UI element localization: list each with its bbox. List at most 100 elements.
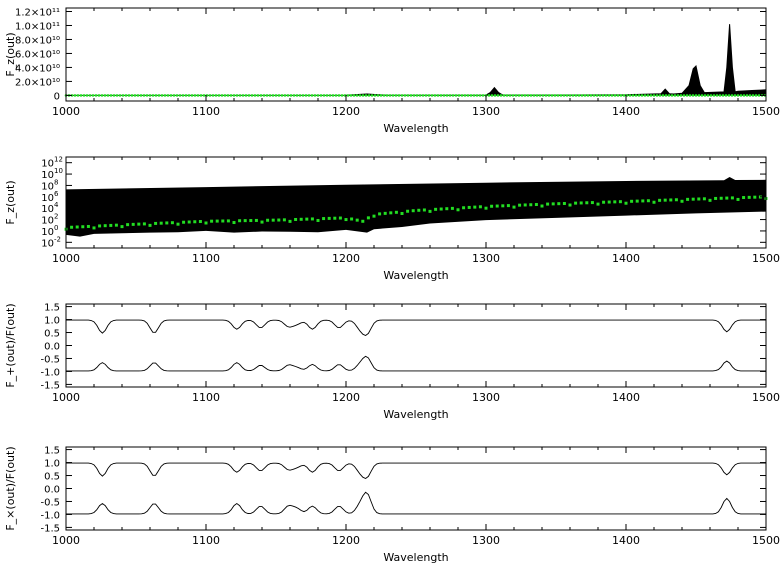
flux-point bbox=[658, 198, 662, 202]
flux-point bbox=[346, 94, 350, 97]
flux-point bbox=[630, 199, 634, 203]
flux-point bbox=[753, 195, 757, 199]
y-tick-label: 1.2×10¹¹ bbox=[15, 7, 60, 18]
x-tick-label: 1000 bbox=[52, 252, 80, 265]
flux-point bbox=[316, 94, 320, 97]
flux-point bbox=[355, 218, 359, 222]
flux-point bbox=[592, 94, 596, 97]
flux-point bbox=[562, 201, 566, 205]
flux-point bbox=[193, 220, 197, 224]
flux-point bbox=[151, 94, 155, 97]
flux-point bbox=[499, 94, 503, 97]
flux-point bbox=[646, 199, 650, 203]
x-tick-label: 1200 bbox=[332, 391, 360, 404]
flux-point bbox=[176, 222, 180, 226]
flux-point bbox=[475, 94, 479, 97]
y-tick-label: 10 bbox=[41, 181, 54, 192]
flux-point bbox=[299, 217, 303, 221]
flux-point bbox=[434, 207, 438, 211]
flux-point bbox=[243, 219, 247, 223]
flux-point bbox=[442, 94, 446, 97]
flux-point bbox=[286, 94, 290, 97]
flux-point bbox=[590, 201, 594, 205]
flux-point bbox=[607, 94, 611, 97]
flux-point bbox=[448, 94, 452, 97]
flux-point bbox=[142, 222, 146, 226]
y-tick-label: 0.0 bbox=[44, 342, 60, 353]
y-tick-label: 4.0×10¹⁰ bbox=[15, 63, 60, 74]
flux-point bbox=[288, 219, 292, 223]
x-tick-label: 1300 bbox=[472, 391, 500, 404]
flux-point bbox=[145, 94, 149, 97]
flux-point bbox=[508, 94, 512, 97]
flux-point bbox=[517, 94, 521, 97]
flux-point bbox=[685, 94, 689, 97]
flux-point bbox=[154, 94, 158, 97]
x-tick-label: 1100 bbox=[192, 391, 220, 404]
flux-point bbox=[274, 94, 278, 97]
flux-point bbox=[585, 201, 589, 205]
flux-point bbox=[628, 94, 632, 97]
flux-point bbox=[725, 196, 729, 200]
flux-point bbox=[618, 200, 622, 204]
flux-point bbox=[506, 204, 510, 208]
flux-point bbox=[496, 94, 500, 97]
flux-point bbox=[478, 205, 482, 209]
flux-point bbox=[708, 198, 712, 202]
flux-point bbox=[622, 94, 626, 97]
flux-point bbox=[394, 94, 398, 97]
flux-point bbox=[106, 94, 110, 97]
flux-point bbox=[367, 94, 371, 97]
flux-point bbox=[579, 201, 583, 205]
flux-point bbox=[283, 94, 287, 97]
flux-point bbox=[376, 94, 380, 97]
y-tick-label: 10 bbox=[41, 204, 54, 215]
flux-point bbox=[682, 94, 686, 97]
flux-point bbox=[694, 94, 698, 97]
flux-point bbox=[256, 94, 260, 97]
flux-point bbox=[226, 219, 230, 223]
flux-point bbox=[523, 94, 527, 97]
x-tick-label: 1300 bbox=[472, 534, 500, 547]
flux-point bbox=[676, 94, 680, 97]
flux-point bbox=[385, 94, 389, 97]
flux-point bbox=[181, 94, 185, 97]
flux-point bbox=[697, 94, 701, 97]
flux-point bbox=[136, 94, 140, 97]
flux-point bbox=[198, 220, 202, 224]
y-tick-label: 10 bbox=[41, 227, 54, 238]
flux-point bbox=[204, 221, 208, 225]
flux-point bbox=[643, 94, 647, 97]
flux-point bbox=[702, 197, 706, 201]
flux-point bbox=[428, 209, 432, 213]
flux-point bbox=[655, 94, 659, 97]
flux-point bbox=[670, 94, 674, 97]
flux-point bbox=[686, 197, 690, 201]
flux-point bbox=[406, 209, 410, 213]
chart-panel-3: 1000 1100 1200 1300 1400 1500 -1.5 -1.0 -0.50.0 0… bbox=[4, 303, 780, 421]
flux-point bbox=[586, 94, 590, 97]
x-tick-label: 1400 bbox=[612, 391, 640, 404]
flux-point bbox=[372, 214, 376, 218]
flux-point bbox=[403, 94, 407, 97]
x-tick-label: 1000 bbox=[52, 534, 80, 547]
flux-point bbox=[121, 94, 125, 97]
flux-point bbox=[350, 217, 354, 221]
flux-point bbox=[271, 218, 275, 222]
flux-point bbox=[436, 94, 440, 97]
flux-point bbox=[514, 94, 518, 97]
flux-point bbox=[596, 202, 600, 206]
flux-point bbox=[595, 94, 599, 97]
flux-point bbox=[478, 94, 482, 97]
flux-envelope-log-area bbox=[66, 177, 766, 237]
flux-point bbox=[742, 94, 746, 97]
flux-point bbox=[292, 94, 296, 97]
flux-point bbox=[215, 219, 219, 223]
flux-point bbox=[226, 94, 230, 97]
flux-point bbox=[427, 94, 431, 97]
flux-point bbox=[400, 211, 404, 215]
y-tick-label: -0.5 bbox=[40, 354, 60, 365]
flux-point bbox=[235, 94, 239, 97]
flux-point bbox=[175, 94, 179, 97]
flux-point bbox=[172, 94, 176, 97]
